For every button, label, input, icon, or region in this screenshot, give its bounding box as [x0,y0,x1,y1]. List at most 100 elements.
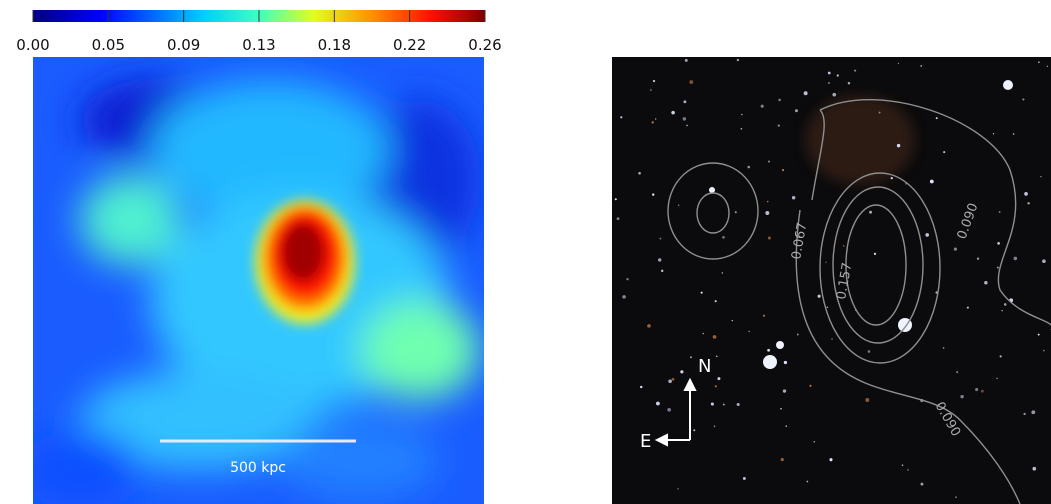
star [658,258,662,262]
star [677,488,679,490]
star [782,169,785,172]
star [878,111,881,114]
colorbar-tick-label: 0.18 [318,36,351,54]
compass-east: E [640,431,651,452]
star [652,79,656,83]
star [702,332,704,335]
star [826,306,829,309]
bright-star [1003,80,1013,90]
star [1023,412,1026,416]
star [935,117,938,120]
star [999,355,1002,358]
star [740,127,743,130]
star [766,200,769,203]
star [656,401,660,406]
star [765,210,770,215]
star [813,441,816,443]
star [778,98,781,102]
star [1012,133,1015,135]
star [920,64,923,67]
star [1003,303,1007,306]
star [684,58,688,62]
star [700,291,703,294]
star [626,277,629,281]
star [960,394,964,399]
star [976,257,980,260]
star [901,464,904,467]
star [854,69,857,72]
star [748,330,750,333]
star [806,480,809,483]
star [638,171,641,175]
star [817,294,821,298]
star [907,468,909,471]
star [639,385,643,389]
star [1024,192,1028,196]
colorbar-tick-label: 0.00 [16,36,49,54]
colorbar-ticks: 0.00 0.05 0.09 0.13 0.18 0.22 0.26 [16,10,502,54]
star [998,210,1001,213]
star [869,210,873,214]
star [942,347,945,349]
star [1042,259,1046,264]
star [721,272,724,274]
star [767,160,771,163]
star [920,482,924,486]
star [747,165,751,169]
star [1032,466,1037,471]
compass-north: N [698,356,711,377]
bright-star [709,187,715,193]
star [953,247,957,251]
scale-bar-label: 500 kpc [230,460,286,476]
star [760,104,764,108]
star [1043,349,1045,352]
star [652,193,655,196]
star [668,379,672,384]
star [1031,410,1036,415]
star [686,124,688,127]
star [1022,98,1025,101]
star [693,429,696,432]
contours [667,98,1051,504]
star [714,300,717,303]
star [713,425,716,428]
star [689,80,694,84]
star [655,118,657,120]
colorbar-tick-label: 0.09 [167,36,200,54]
star [975,387,979,392]
star [996,266,999,269]
star [661,269,664,272]
star [966,306,969,309]
star [992,133,995,135]
star [1001,309,1003,312]
star [847,81,851,85]
star [836,74,839,77]
star [714,385,717,388]
star [683,100,687,104]
star [767,348,771,352]
star [1013,256,1018,261]
star [865,398,870,402]
star [777,124,780,127]
star [842,245,845,247]
colorbar-tick-label: 0.26 [468,36,501,54]
star [943,151,946,154]
star [796,333,799,336]
star [762,314,766,317]
star [659,237,662,240]
star [677,204,680,206]
star [736,58,740,62]
star [712,335,717,339]
star [997,242,1000,245]
star [614,198,617,201]
star [827,71,831,75]
star [984,281,988,285]
star [955,496,957,498]
star [873,252,877,255]
bright-star [763,355,777,369]
star [667,407,672,412]
star [825,261,827,263]
star [722,403,725,406]
star [715,355,718,358]
